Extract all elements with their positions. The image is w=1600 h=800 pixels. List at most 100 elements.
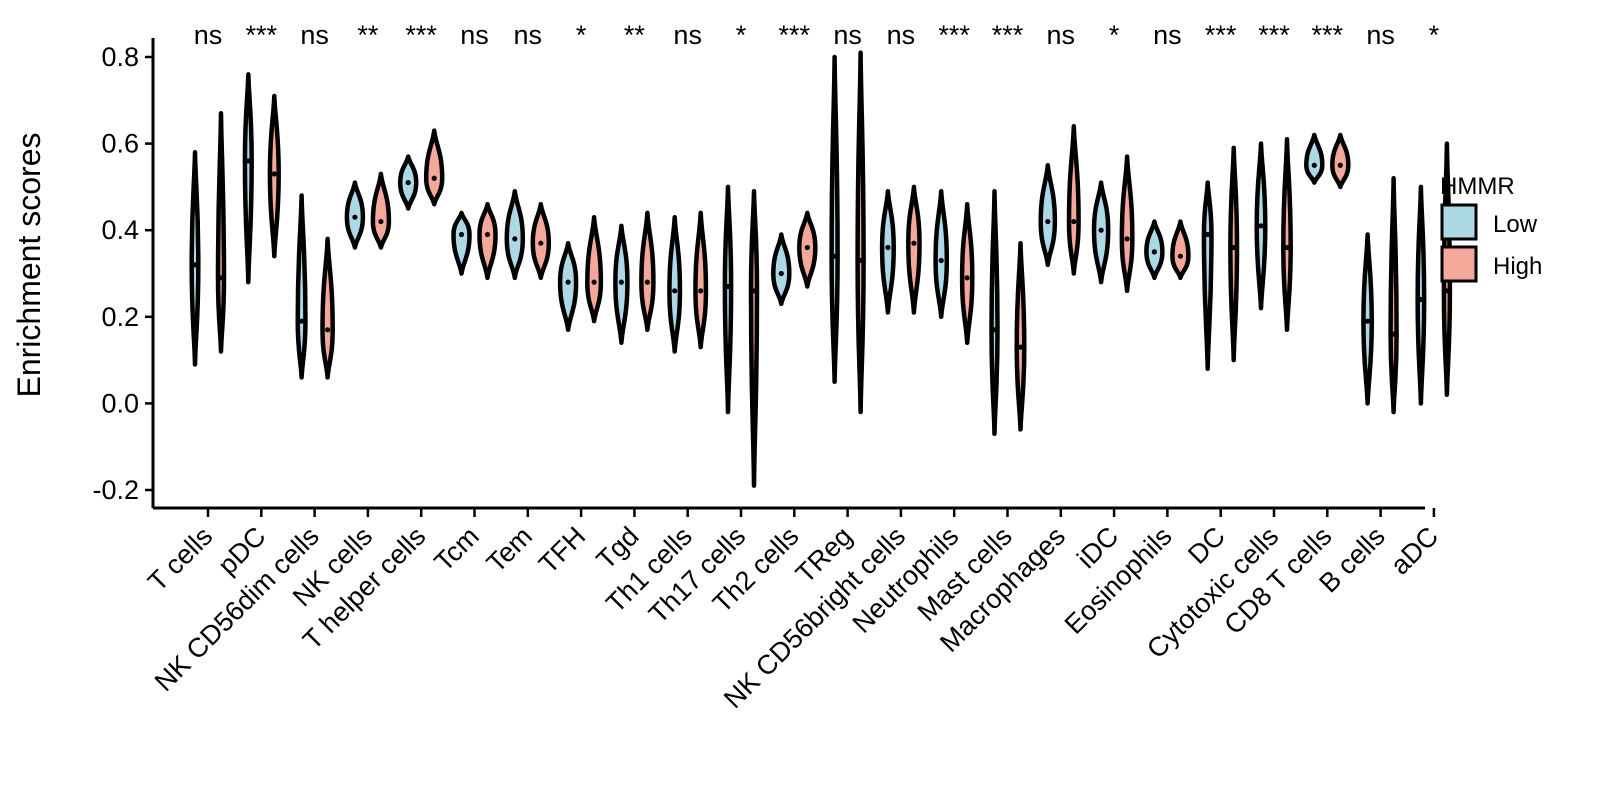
median-point-low <box>1311 162 1317 168</box>
violin-high <box>1330 132 1351 190</box>
x-category-label: T cells <box>142 521 218 597</box>
violin-high <box>1066 124 1081 276</box>
y-tick-label: 0.8 <box>101 42 139 72</box>
violin-high <box>906 184 922 315</box>
median-point-low <box>1045 218 1051 225</box>
median-point-high <box>911 240 917 246</box>
median-point-high <box>484 231 491 238</box>
violin-low <box>295 193 308 380</box>
median-point-low <box>299 318 305 324</box>
violin-high <box>639 210 656 333</box>
median-point-high <box>1017 344 1024 350</box>
significance-label: ns <box>194 20 223 50</box>
median-point-low <box>1418 296 1424 303</box>
median-point-high <box>858 257 864 264</box>
violin-high <box>748 188 760 488</box>
significance-label: *** <box>1258 20 1290 50</box>
violin-low <box>667 214 683 354</box>
violin-low <box>989 188 1000 436</box>
violin-low <box>451 210 472 276</box>
violin-high <box>1014 240 1027 432</box>
violin-high <box>1119 154 1135 294</box>
violin-low <box>1304 132 1325 185</box>
violin-low <box>242 72 254 285</box>
significance-label: * <box>736 20 747 50</box>
x-category-label: TFH <box>533 521 591 579</box>
legend-title: HMMR <box>1440 173 1515 200</box>
axes: -0.2 0.0 0.2 0.4 0.6 0.8 Enrichment scores <box>11 38 1436 517</box>
median-point-high <box>1444 288 1450 294</box>
y-axis-title: Enrichment scores <box>11 133 47 398</box>
violin-high <box>959 201 975 346</box>
median-point-low <box>1098 227 1104 233</box>
significance-label: ns <box>300 20 329 50</box>
violin-high <box>320 236 335 380</box>
median-point-high <box>431 175 437 181</box>
violin-low <box>1201 180 1214 372</box>
significance-label: ns <box>1047 20 1076 50</box>
legend: HMMR Low High <box>1440 173 1542 283</box>
violin-high <box>1170 219 1191 281</box>
violin-high <box>423 128 445 207</box>
median-point-low <box>1205 231 1211 238</box>
median-point-high <box>271 171 277 177</box>
significance-label: *** <box>938 20 970 50</box>
x-category-label: aDC <box>1385 521 1444 580</box>
median-point-low <box>512 236 518 242</box>
violin-high <box>693 210 709 350</box>
legend-swatch-high <box>1440 245 1478 283</box>
significance-label: ns <box>887 20 916 50</box>
median-point-low <box>885 244 891 251</box>
significance-label: ns <box>673 20 702 50</box>
median-point-low <box>618 279 625 285</box>
violin-high <box>855 50 866 415</box>
median-point-high <box>1231 244 1237 251</box>
legend-label-high: High <box>1493 253 1542 280</box>
median-point-high <box>804 244 810 251</box>
median-point-high <box>591 279 597 285</box>
violin-low <box>722 184 734 415</box>
violin-high <box>1388 175 1399 415</box>
violin-high <box>1228 145 1240 363</box>
median-point-high <box>964 275 970 281</box>
median-point-low <box>938 257 944 264</box>
median-point-low <box>565 279 571 285</box>
violin-low <box>1415 184 1427 406</box>
median-point-low <box>458 231 465 238</box>
significance-label: *** <box>992 20 1024 50</box>
significance-label: *** <box>1205 20 1237 50</box>
median-point-low <box>991 327 998 333</box>
median-point-low <box>1258 223 1264 229</box>
legend-swatch-low <box>1440 203 1478 241</box>
violins <box>189 50 1453 488</box>
violin-low <box>504 188 526 281</box>
significance-label: ** <box>357 20 379 50</box>
y-tick-label: -0.2 <box>92 475 139 505</box>
significance-label: ns <box>460 20 489 50</box>
significance-label: *** <box>1312 20 1344 50</box>
violin-high <box>585 214 604 324</box>
median-point-high <box>1124 236 1130 242</box>
y-tick-label: 0.4 <box>101 215 139 245</box>
median-point-low <box>725 283 731 290</box>
violin-low <box>829 54 840 384</box>
median-point-high <box>1284 244 1290 251</box>
median-point-high <box>698 288 704 294</box>
significance-label: ns <box>514 20 543 50</box>
median-point-high <box>644 279 651 285</box>
median-point-low <box>1365 318 1371 324</box>
significance-label: *** <box>779 20 811 50</box>
significance-label: ns <box>1366 20 1395 50</box>
median-point-high <box>325 327 331 333</box>
median-point-high <box>218 275 224 281</box>
significance-label: *** <box>246 20 278 50</box>
violin-low <box>1038 163 1058 268</box>
significance-label: * <box>576 20 587 50</box>
violin-low <box>879 188 896 315</box>
median-point-high <box>1391 331 1397 337</box>
violin-low <box>933 188 950 320</box>
median-point-low <box>832 253 838 259</box>
violin-low <box>189 150 201 367</box>
median-point-low <box>245 158 251 164</box>
